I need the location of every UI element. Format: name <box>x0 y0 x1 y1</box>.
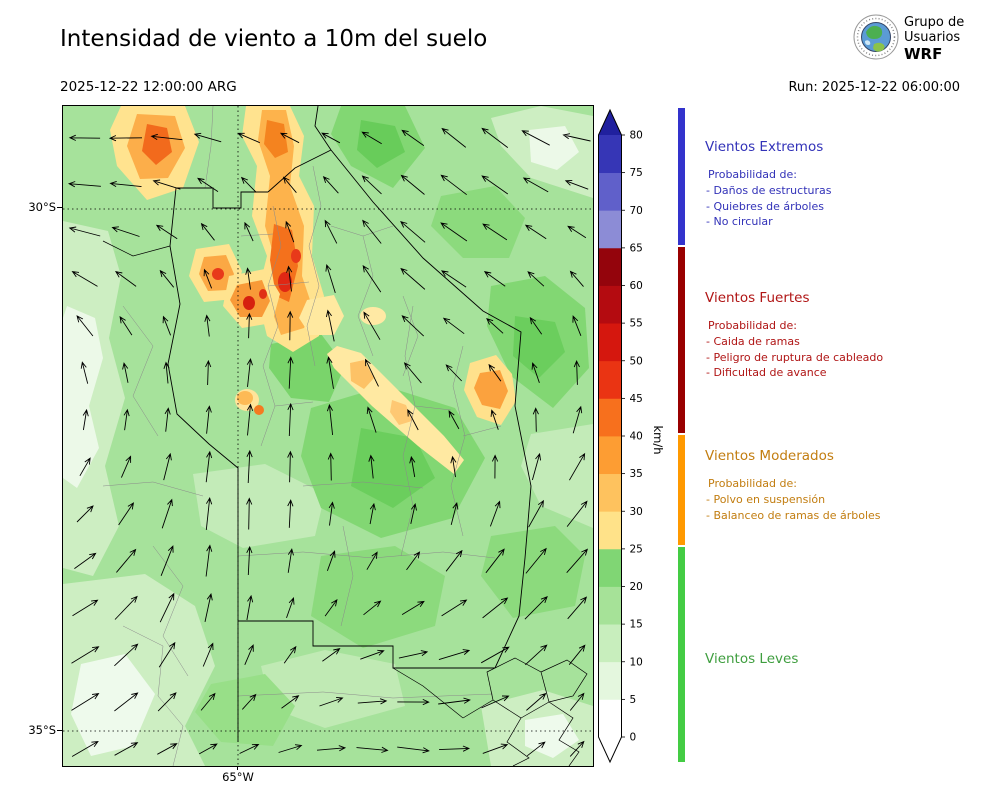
colorbar-tick-label: 65 <box>630 242 643 254</box>
legend-section-intro: Probabilidad de: <box>708 477 797 490</box>
lat-tick-mark <box>57 730 62 731</box>
lon-tick-mark <box>237 766 238 770</box>
legend-section-title: Vientos Fuertes <box>705 290 810 306</box>
legend-bar-segment-2 <box>678 435 685 545</box>
logo-text-line1: Grupo de <box>904 15 965 30</box>
logo-text-line2: Usuarios <box>904 30 961 45</box>
legend-item: - Peligro de ruptura de cableado <box>706 350 884 364</box>
colorbar-tick-label: 40 <box>630 431 643 443</box>
colorbar-tick-label: 5 <box>630 694 637 706</box>
wrf-group-logo-icon <box>852 13 900 61</box>
legend-section-intro: Probabilidad de: <box>708 168 797 181</box>
legend-item: - Dificultad de avance <box>706 366 827 379</box>
colorbar-segment <box>598 548 622 587</box>
wind-map <box>63 105 593 767</box>
colorbar-segment <box>598 285 622 324</box>
colorbar-tick-label: 45 <box>630 393 643 405</box>
colorbar-segment <box>598 661 622 700</box>
legend-item: - No circular <box>706 215 773 228</box>
legend-item: - Daños de estructuras <box>706 184 832 197</box>
colorbar-segment <box>598 360 622 399</box>
legend-item: - Quiebres de árboles <box>706 199 824 213</box>
colorbar-tick-label: 80 <box>630 130 643 142</box>
run-time-label: Run: 2025-12-22 06:00:00 <box>788 80 960 95</box>
colorbar-extend-top <box>598 110 622 135</box>
colorbar-extend-bottom <box>598 737 622 762</box>
legend-bar-segment-3 <box>678 547 685 762</box>
colorbar-tick-label: 50 <box>630 355 643 367</box>
legend-section-intro: Probabilidad de: <box>708 319 797 332</box>
colorbar-units-label: km/h <box>651 425 665 454</box>
wind-speed-fill <box>63 106 593 766</box>
colorbar-segment <box>598 511 622 550</box>
colorbar-tick-label: 35 <box>630 468 643 480</box>
colorbar-tick-label: 10 <box>630 656 643 668</box>
colorbar-segment <box>598 586 622 625</box>
lat-tick-label-30s: 30°S <box>28 200 56 214</box>
colorbar-tick-label: 0 <box>630 732 637 744</box>
legend-section-0: Vientos Extremos Probabilidad de: - Daños … <box>705 139 995 230</box>
colorbar-segment <box>598 135 622 174</box>
map-panel <box>62 105 594 767</box>
legend-item: - Polvo en suspensión <box>706 493 826 506</box>
colorbar-tick-label: 25 <box>630 543 643 555</box>
colorbar-tick-label: 20 <box>630 581 643 593</box>
colorbar-tick-label: 60 <box>630 280 643 292</box>
legend-section-3: Vientos Leves <box>705 651 995 680</box>
colorbar-tick-label: 70 <box>630 205 643 217</box>
colorbar-segment <box>598 323 622 362</box>
legend-section-2: Vientos Moderados Probabilidad de: - Polvo… <box>705 448 995 523</box>
colorbar-segment <box>598 247 622 286</box>
legend-category-bar <box>678 108 685 762</box>
lat-tick-label-35s: 35°S <box>28 723 56 737</box>
colorbar-segment <box>598 473 622 512</box>
colorbar-tick-label: 75 <box>630 167 643 179</box>
colorbar-segment <box>598 210 622 249</box>
legend-bar-segment-1 <box>678 247 685 433</box>
department-borders <box>102 105 502 767</box>
colorbar-segment <box>598 398 622 437</box>
logo-text-wrf: WRF <box>904 45 943 63</box>
valid-time-label: 2025-12-22 12:00:00 ARG <box>60 79 237 95</box>
colorbar-tick-label: 55 <box>630 318 643 330</box>
wind-arrows <box>68 127 591 757</box>
lat-tick-mark <box>57 207 62 208</box>
colorbar-tick-label: 15 <box>630 619 643 631</box>
legend-item: - Caida de ramas <box>706 335 800 348</box>
page-title: Intensidad de viento a 10m del suelo <box>60 26 488 52</box>
colorbar-segment <box>598 172 622 211</box>
legend-section-title: Vientos Moderados <box>705 448 834 464</box>
colorbar: 0 5 10 15 20 25 30 35 40 45 50 55 60 65 70 75 80 km/h <box>598 108 688 768</box>
lon-tick-label-65w: 65°W <box>222 770 254 784</box>
legend-section-title: Vientos Leves <box>705 651 799 667</box>
province-borders <box>102 105 588 767</box>
legend-section-title: Vientos Extremos <box>705 139 824 155</box>
graticule-lines <box>63 106 593 766</box>
legend-bar-segment-0 <box>678 108 685 245</box>
colorbar-segment <box>598 699 622 738</box>
legend-section-1: Vientos Fuertes Probabilidad de: - Caida d… <box>705 290 995 381</box>
colorbar-segment <box>598 436 622 475</box>
colorbar-segment <box>598 624 622 663</box>
colorbar-tick-label: 30 <box>630 506 643 518</box>
legend-item: - Balanceo de ramas de árboles <box>706 508 881 522</box>
wind-arrow-glyphs <box>68 127 591 757</box>
logo-text: Grupo de Usuarios WRF <box>904 15 964 62</box>
